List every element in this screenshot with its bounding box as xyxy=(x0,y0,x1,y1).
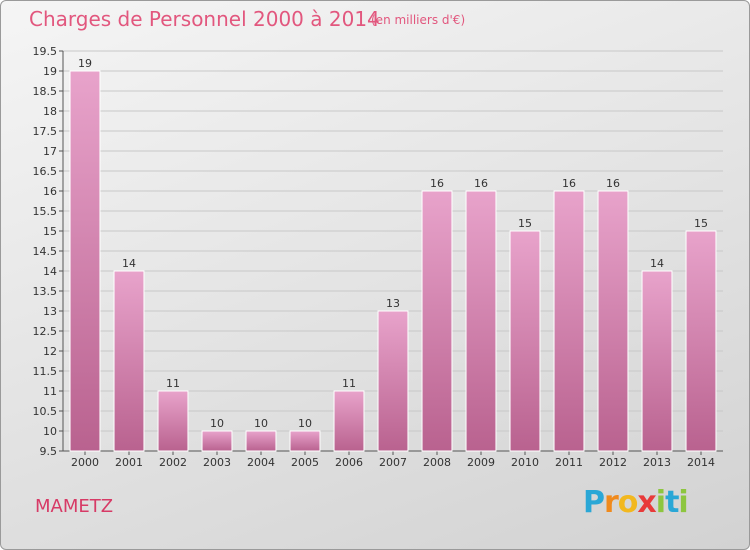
x-tick-label: 2008 xyxy=(423,456,451,469)
logo-letter: t xyxy=(665,485,679,520)
y-tick-label: 14 xyxy=(43,265,57,278)
logo-letter: i xyxy=(655,485,666,520)
value-label: 13 xyxy=(386,297,400,310)
logo-letter: o xyxy=(617,485,639,520)
x-tick-label: 2010 xyxy=(511,456,539,469)
value-label: 16 xyxy=(430,177,444,190)
bar xyxy=(597,190,629,452)
bar xyxy=(553,190,585,452)
town-name: MAMETZ xyxy=(35,496,114,517)
y-tick-label: 15 xyxy=(43,225,57,238)
y-tick-label: 10.5 xyxy=(33,405,58,418)
y-tick-label: 9.5 xyxy=(40,445,58,458)
value-label: 10 xyxy=(210,417,224,430)
value-label: 11 xyxy=(342,377,356,390)
logo-letter: x xyxy=(637,485,656,520)
y-tick-label: 13.5 xyxy=(33,285,58,298)
proxiti-logo[interactable]: Proxiti xyxy=(583,485,689,520)
chart-subtitle: (en milliers d'€) xyxy=(371,13,466,27)
chart-title: Charges de Personnel 2000 à 2014 xyxy=(29,7,380,31)
bar xyxy=(113,270,145,452)
value-label: 15 xyxy=(694,217,708,230)
x-tick-label: 2001 xyxy=(115,456,143,469)
value-label: 16 xyxy=(562,177,576,190)
logo-letter: r xyxy=(604,485,619,520)
x-tick-label: 2013 xyxy=(643,456,671,469)
y-tick-label: 11 xyxy=(43,385,57,398)
bar xyxy=(333,390,365,452)
x-tick-label: 2000 xyxy=(71,456,99,469)
bar xyxy=(465,190,497,452)
value-label: 15 xyxy=(518,217,532,230)
bar xyxy=(421,190,453,452)
value-label: 10 xyxy=(254,417,268,430)
y-tick-label: 18 xyxy=(43,105,57,118)
x-tick-label: 2003 xyxy=(203,456,231,469)
x-tick-label: 2011 xyxy=(555,456,583,469)
y-tick-label: 17 xyxy=(43,145,57,158)
y-tick-label: 16 xyxy=(43,185,57,198)
y-tick-label: 17.5 xyxy=(33,125,58,138)
y-tick-label: 12.5 xyxy=(33,325,58,338)
bar xyxy=(157,390,189,452)
y-tick-label: 19 xyxy=(43,65,57,78)
y-tick-label: 13 xyxy=(43,305,57,318)
bar xyxy=(641,270,673,452)
logo-letter: P xyxy=(583,485,605,520)
value-label: 16 xyxy=(606,177,620,190)
value-label: 10 xyxy=(298,417,312,430)
x-tick-label: 2006 xyxy=(335,456,363,469)
x-tick-label: 2012 xyxy=(599,456,627,469)
bar xyxy=(201,430,233,452)
y-tick-label: 19.5 xyxy=(33,45,58,58)
bar xyxy=(69,70,101,452)
y-tick-label: 11.5 xyxy=(33,365,58,378)
y-tick-label: 15.5 xyxy=(33,205,58,218)
y-tick-label: 10 xyxy=(43,425,57,438)
x-tick-label: 2004 xyxy=(247,456,275,469)
bars xyxy=(69,70,717,452)
labels: 9.5 10 10.5 11 11.5 12 12.5 13 13.5 14 14.5 15 15.5 1… xyxy=(33,45,716,469)
y-tick-label: 16.5 xyxy=(33,165,58,178)
x-tick-label: 2009 xyxy=(467,456,495,469)
x-tick-label: 2005 xyxy=(291,456,319,469)
x-tick-label: 2002 xyxy=(159,456,187,469)
bar xyxy=(509,230,541,452)
bar xyxy=(377,310,409,452)
bar xyxy=(685,230,717,452)
value-label: 14 xyxy=(122,257,136,270)
value-label: 14 xyxy=(650,257,664,270)
value-label: 16 xyxy=(474,177,488,190)
bar xyxy=(245,430,277,452)
y-tick-label: 14.5 xyxy=(33,245,58,258)
value-label: 11 xyxy=(166,377,180,390)
x-tick-label: 2007 xyxy=(379,456,407,469)
x-tick-label: 2014 xyxy=(687,456,715,469)
bar xyxy=(289,430,321,452)
y-tick-label: 18.5 xyxy=(33,85,58,98)
logo-letter: i xyxy=(678,485,688,520)
y-tick-label: 12 xyxy=(43,345,57,358)
value-label: 19 xyxy=(78,57,92,70)
